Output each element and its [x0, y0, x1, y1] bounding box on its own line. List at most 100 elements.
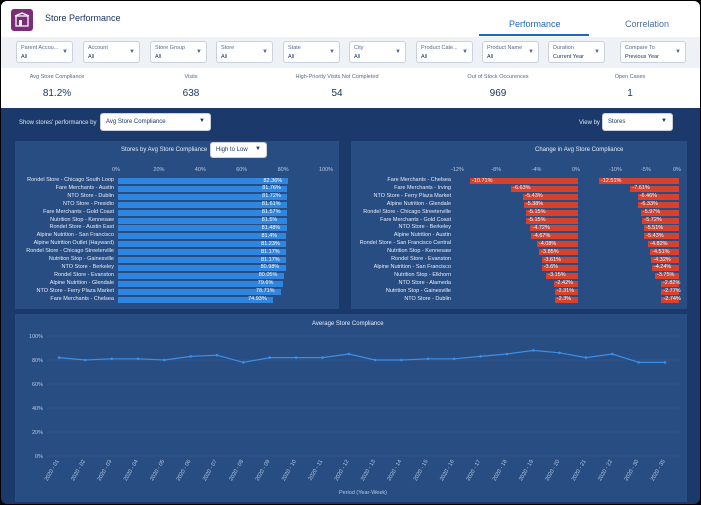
compliance-bar[interactable]	[118, 280, 283, 287]
store-label: NTO Store - Alameda	[398, 279, 451, 286]
change-bar[interactable]	[539, 249, 578, 256]
change-bar[interactable]	[642, 217, 679, 224]
compliance-bar[interactable]	[118, 225, 287, 232]
x-tick-label: 2020 - 06	[176, 459, 193, 482]
chevron-down-icon: ▼	[395, 49, 401, 55]
bar-value-label: -2.3%	[556, 296, 572, 302]
sort-select[interactable]: High to Low ▼	[210, 142, 267, 158]
compliance-bar[interactable]	[118, 296, 274, 303]
x-tick-label: 2020 - 08	[228, 459, 245, 482]
change-bar[interactable]	[554, 296, 578, 303]
compliance-bar[interactable]	[118, 233, 287, 240]
chevron-down-icon: ▼	[661, 118, 667, 124]
change-bar[interactable]	[661, 288, 679, 295]
compliance-bar[interactable]	[118, 264, 286, 271]
store-label: Rondel Store - Chicago South Loop	[27, 177, 114, 183]
bar-value-label: 80.05%	[258, 272, 278, 279]
change-bar[interactable]	[648, 241, 679, 248]
change-bar[interactable]	[661, 296, 679, 303]
change-bar[interactable]	[644, 233, 679, 240]
store-label: Nutrition Stop - Gainesville	[385, 287, 451, 294]
change-bar[interactable]	[511, 185, 578, 192]
compliance-bar[interactable]	[118, 249, 287, 256]
filter-value: All	[487, 54, 494, 60]
kpi-label: Avg Store Compliance	[29, 74, 85, 80]
bar-value-label: -10.71%	[472, 177, 493, 184]
change-bar[interactable]	[553, 280, 578, 287]
change-bar[interactable]	[541, 264, 578, 271]
bar-value-label: -4.24%	[653, 264, 672, 271]
filter-label: Store	[221, 45, 235, 51]
change-bar[interactable]	[541, 257, 578, 263]
show-by-select[interactable]: Avg Store Compliance ▼	[100, 113, 211, 131]
change-bar[interactable]	[523, 201, 578, 208]
filter-dropdown[interactable]: Product Cate... All ▼	[416, 41, 473, 63]
change-bar[interactable]	[655, 272, 679, 279]
compliance-bar[interactable]	[118, 288, 281, 295]
change-bar[interactable]	[470, 178, 578, 184]
trend-chart-title: Average Store Compliance	[312, 321, 384, 327]
change-bar[interactable]	[643, 225, 679, 232]
x-tick-label: 2020 - 12	[334, 459, 351, 482]
change-bar[interactable]	[554, 288, 578, 295]
compliance-bar[interactable]	[118, 272, 284, 279]
sort-value: High to Low	[216, 147, 248, 153]
x-tick-label: -10%	[609, 167, 622, 173]
compliance-bar[interactable]	[118, 241, 287, 248]
compliance-bar[interactable]	[118, 217, 287, 224]
x-tick-label: 2020 - 16	[439, 459, 456, 482]
header-bar: Store Performance Performance Correlatio…	[1, 1, 700, 37]
compliance-bar[interactable]	[118, 178, 289, 184]
change-bar[interactable]	[660, 280, 679, 287]
change-bar[interactable]	[526, 217, 578, 224]
change-bar[interactable]	[523, 193, 578, 200]
y-tick-label: 40%	[32, 406, 43, 412]
tab-performance[interactable]: Performance	[509, 19, 561, 29]
change-bar[interactable]	[598, 178, 679, 184]
y-tick-label: 0%	[35, 454, 43, 460]
change-bar[interactable]	[651, 264, 679, 271]
filter-dropdown[interactable]: Store Group All ▼	[150, 41, 207, 63]
change-bar[interactable]	[526, 209, 578, 216]
view-by-select[interactable]: Stores ▼	[602, 113, 673, 131]
x-tick-label: 2020 - 09	[255, 459, 272, 482]
change-bar[interactable]	[530, 225, 578, 232]
filter-dropdown[interactable]: City All ▼	[349, 41, 406, 63]
filter-dropdown[interactable]: Product Name All ▼	[482, 41, 539, 63]
compliance-bar[interactable]	[118, 209, 287, 216]
compliance-bar[interactable]	[118, 201, 287, 208]
x-tick-label: 2020 - 04	[123, 459, 140, 482]
compliance-bar[interactable]	[118, 185, 288, 192]
filter-dropdown[interactable]: Compare To Previous Year ▼	[620, 41, 686, 63]
filter-label: City	[354, 45, 364, 51]
trend-point	[531, 349, 535, 352]
filter-label: Product Cate...	[421, 45, 458, 51]
bar-value-label: -5.15%	[528, 209, 546, 216]
filter-dropdown[interactable]: Parent Accou... All ▼	[16, 41, 73, 63]
filter-dropdown[interactable]: Store All ▼	[216, 41, 273, 63]
tab-correlation[interactable]: Correlation	[625, 19, 670, 29]
change-bar[interactable]	[650, 249, 679, 256]
compliance-bar[interactable]	[118, 193, 288, 200]
bar-value-label: -4.08%	[538, 240, 557, 247]
change-bar[interactable]	[536, 241, 578, 248]
kpi-value: 81.2%	[42, 88, 72, 99]
bar-value-label: 80.98%	[260, 264, 280, 271]
change-bar[interactable]	[637, 193, 679, 200]
change-bar[interactable]	[651, 257, 679, 263]
filter-dropdown[interactable]: State All ▼	[283, 41, 340, 63]
change-bar[interactable]	[630, 185, 679, 192]
x-tick-label: 2020 - 10	[281, 459, 298, 482]
change-bar[interactable]	[640, 209, 679, 216]
x-tick-label: -5%	[641, 167, 651, 173]
change-bar[interactable]	[546, 272, 578, 279]
compliance-bar[interactable]	[118, 257, 287, 263]
change-bar[interactable]	[530, 233, 578, 240]
filter-label: Duration	[553, 45, 574, 51]
bar-value-label: -3.75%	[657, 272, 675, 279]
filter-dropdown[interactable]: Duration Current Year ▼	[548, 41, 605, 63]
change-bar[interactable]	[638, 201, 679, 208]
chevron-down-icon: ▼	[129, 49, 135, 55]
x-tick-label: -8%	[491, 167, 502, 173]
filter-dropdown[interactable]: Account All ▼	[83, 41, 140, 63]
